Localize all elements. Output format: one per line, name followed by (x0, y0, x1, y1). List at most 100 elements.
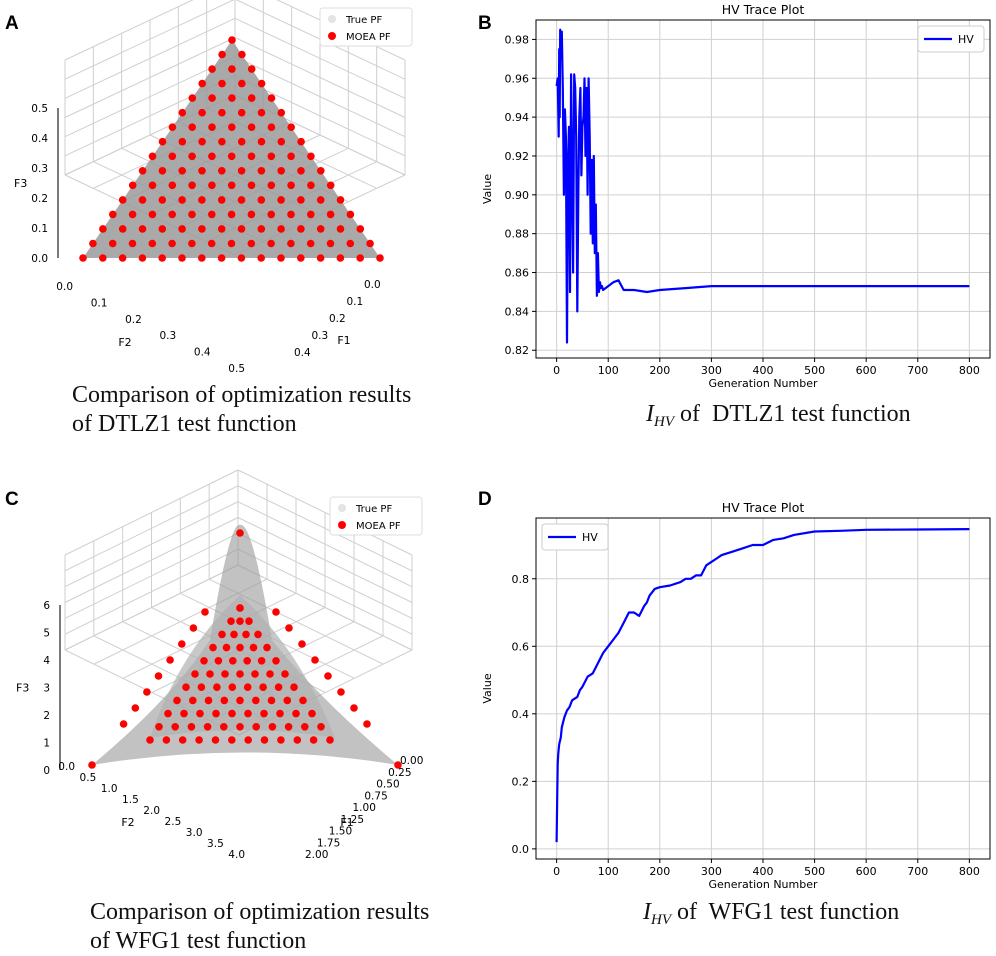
moea-pf-point (301, 723, 309, 731)
x-tick-label: 800 (959, 865, 980, 878)
moea-pf-point (277, 167, 286, 175)
moea-pf-point (178, 167, 186, 175)
moea-pf-point (247, 239, 256, 248)
moea-pf-point (208, 123, 216, 131)
moea-pf-point (260, 709, 268, 718)
moea-pf-point (228, 123, 236, 131)
f2-tick-label: 1.5 (122, 794, 139, 806)
caption-a-line2: of DTLZ1 test function (72, 411, 297, 437)
moea-pf-point (238, 50, 246, 59)
moea-pf-point (277, 254, 285, 262)
moea-pf-point (227, 181, 236, 190)
moea-pf-point (158, 167, 167, 175)
moea-pf-point (119, 720, 128, 728)
moea-pf-point (297, 137, 305, 146)
moea-pf-point (284, 723, 293, 731)
moea-pf-point (317, 723, 325, 731)
moea-pf-point (326, 210, 335, 219)
caption-b: IHV of DTLZ1 test function (646, 400, 911, 437)
moea-pf-point (356, 254, 365, 262)
f2-tick-label: 1.0 (101, 783, 118, 795)
caption-c-line2: of WFG1 test function (90, 928, 307, 954)
moea-pf-point (251, 670, 259, 678)
moea-pf-point (196, 709, 204, 718)
moea-pf-point (236, 604, 244, 612)
caption-d-rest: of WFG1 test function (671, 899, 900, 925)
x-tick-label: 500 (804, 865, 825, 878)
x-tick-label: 600 (856, 364, 877, 377)
f1-tick-label: 0.25 (388, 767, 411, 779)
hv-series-line (555, 528, 970, 843)
moea-pf-point (222, 643, 231, 652)
moea-pf-point (237, 225, 246, 233)
moea-pf-point (267, 94, 276, 102)
moea-pf-point (297, 196, 305, 204)
moea-pf-point (272, 608, 280, 616)
moea-pf-point (257, 167, 266, 175)
moea-pf-point (236, 723, 244, 731)
f2-tick-label: 0.0 (56, 281, 73, 293)
x-tick-label: 200 (649, 865, 670, 878)
x-tick-label: 400 (753, 364, 774, 377)
legend-hv-label: HV (958, 33, 974, 46)
moea-pf-point (198, 225, 206, 233)
moea-pf-point (178, 196, 186, 204)
moea-pf-point (173, 696, 181, 705)
f1-axis-label: F1 (337, 334, 350, 347)
moea-pf-point (267, 181, 276, 190)
moea-pf-point (346, 239, 355, 248)
moea-pf-point (138, 254, 147, 262)
x-tick-label: 600 (856, 865, 877, 878)
moea-pf-point (350, 704, 358, 712)
moea-pf-point (228, 683, 237, 691)
moea-pf-point (218, 50, 226, 59)
moea-pf-point (128, 181, 137, 190)
moea-pf-point (236, 643, 244, 652)
f1-tick-label: 0.00 (400, 755, 423, 767)
caption-d-symbol: I (643, 899, 651, 925)
moea-pf-point (178, 640, 186, 648)
hv-series-line (555, 28, 970, 344)
moea-pf-point (238, 79, 246, 88)
moea-pf-point (252, 696, 260, 705)
moea-pf-point (178, 108, 187, 117)
moea-pf-point (254, 630, 262, 639)
moea-pf-point (242, 630, 250, 639)
z-tick-label: 0 (43, 765, 50, 777)
moea-pf-point (128, 210, 137, 219)
moea-pf-point (220, 723, 228, 731)
moea-pf-point (217, 225, 226, 233)
moea-pf-point (376, 254, 384, 262)
z-tick-label: 3 (43, 683, 50, 695)
moea-pf-point (229, 657, 237, 665)
caption-c: Comparison of optimization results of WF… (90, 898, 429, 956)
z-tick-label: 6 (43, 600, 50, 612)
moea-pf-point (228, 65, 236, 73)
moea-pf-point (311, 656, 319, 664)
legend-moea-pf-marker (328, 32, 336, 40)
moea-pf-point (198, 79, 206, 88)
y-tick-label: 0.98 (505, 33, 530, 46)
moea-pf-point (189, 696, 197, 705)
legend-true-pf-label: True PF (355, 504, 392, 515)
moea-pf-point (178, 225, 186, 233)
moea-pf-point (143, 688, 151, 696)
f2-tick-label: 0.4 (194, 347, 211, 359)
moea-pf-point (218, 137, 226, 146)
moea-pf-point (198, 137, 206, 146)
z-tick-label: 1 (43, 738, 50, 750)
moea-pf-point (247, 94, 256, 102)
moea-pf-point (200, 657, 208, 665)
moea-pf-point (154, 672, 163, 680)
x-tick-label: 800 (959, 364, 980, 377)
moea-pf-point (324, 672, 332, 680)
moea-pf-point (208, 94, 216, 102)
legend-moea-pf-label: MOEA PF (356, 521, 401, 532)
legend-box (319, 7, 413, 47)
moea-pf-point (257, 79, 266, 88)
y-tick-label: 0.86 (505, 267, 530, 280)
f1-tick-label: 1.50 (329, 826, 352, 838)
moea-pf-point (178, 254, 186, 262)
f2-tick-label: 0.5 (80, 772, 97, 784)
moea-pf-point (283, 696, 292, 705)
